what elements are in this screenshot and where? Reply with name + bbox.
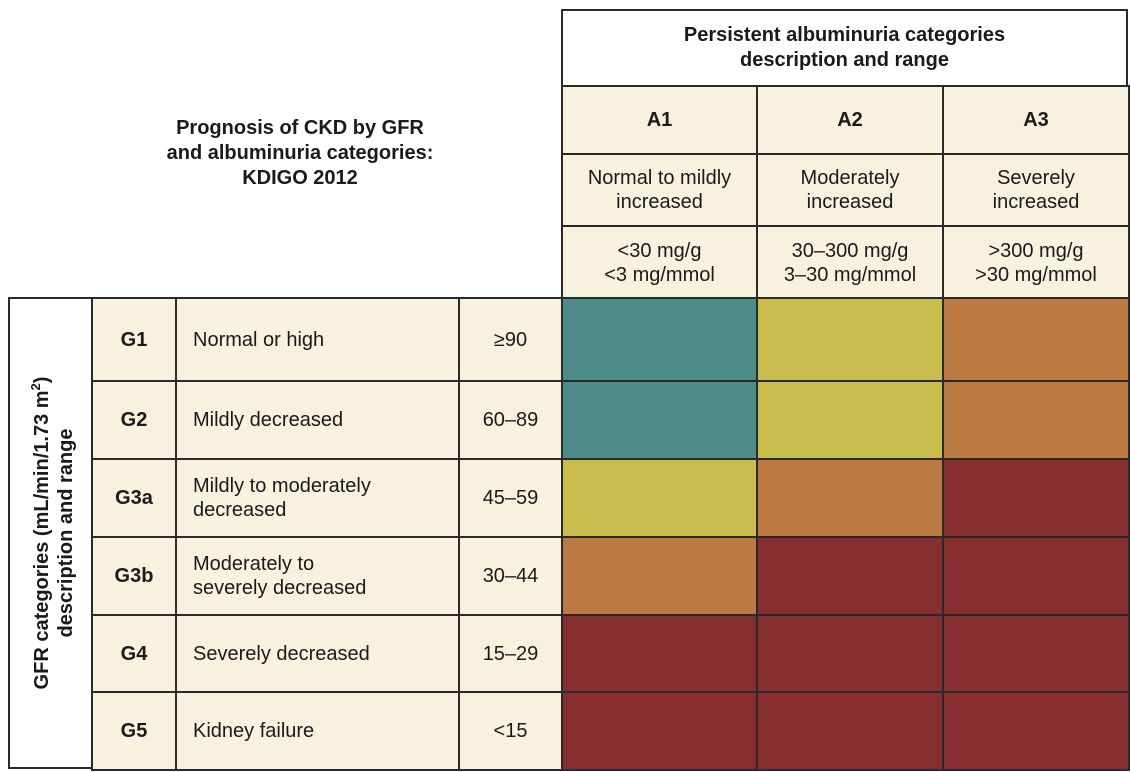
risk-cell (561, 691, 758, 771)
risk-cell (942, 536, 1130, 616)
gfr-header-line: description and range (54, 428, 77, 638)
row-code: G5 (91, 691, 177, 771)
risk-cell (561, 297, 758, 382)
row-description-line: Mildly decreased (193, 409, 344, 431)
gfr-header-text: GFR categories (mL/min/1.73 m2) descript… (24, 377, 78, 690)
risk-cell (756, 458, 944, 538)
column-range-line: <3 mg/mmol (604, 264, 715, 286)
risk-cell (561, 380, 758, 460)
row-description: Severely decreased (175, 614, 460, 693)
column-description-line: Severely (997, 167, 1075, 189)
albuminuria-header-line: description and range (740, 49, 949, 71)
risk-cell (756, 536, 944, 616)
column-description: Severely increased (942, 153, 1130, 227)
risk-cell (756, 380, 944, 460)
row-range: <15 (458, 691, 563, 771)
title-line: Prognosis of CKD by GFR (176, 117, 424, 139)
row-range: 30–44 (458, 536, 563, 616)
row-range: 60–89 (458, 380, 563, 460)
row-code: G3b (91, 536, 177, 616)
row-description: Kidney failure (175, 691, 460, 771)
risk-cell (942, 691, 1130, 771)
risk-cell (756, 297, 944, 382)
albuminuria-header: Persistent albuminuria categories descri… (561, 9, 1128, 87)
column-description-line: increased (616, 191, 703, 213)
column-description: Moderately increased (756, 153, 944, 227)
row-code: G2 (91, 380, 177, 460)
column-description-line: increased (992, 191, 1080, 213)
column-range: >300 mg/g >30 mg/mmol (942, 225, 1130, 301)
row-range: ≥90 (458, 297, 563, 382)
gfr-header-line: GFR categories (mL/min/1.73 m2) (27, 376, 53, 690)
row-code: G1 (91, 297, 177, 382)
column-range-line: <30 mg/g (617, 240, 702, 262)
column-description-line: Moderately (800, 167, 900, 189)
column-code: A2 (756, 85, 944, 155)
row-description: Normal or high (175, 297, 460, 382)
risk-cell (561, 536, 758, 616)
row-code: G4 (91, 614, 177, 693)
risk-cell (756, 691, 944, 771)
risk-cell (942, 380, 1130, 460)
column-range-line: 30–300 mg/g (791, 240, 909, 262)
risk-cell (561, 458, 758, 538)
albuminuria-header-line: Persistent albuminuria categories (683, 24, 1006, 46)
column-description: Normal to mildly increased (561, 153, 758, 227)
row-description-line: severely decreased (193, 577, 367, 599)
row-description-line: decreased (193, 499, 287, 521)
row-range: 15–29 (458, 614, 563, 693)
column-range-line: >30 mg/mmol (975, 264, 1097, 286)
chart-title: Prognosis of CKD by GFR and albuminuria … (120, 116, 480, 191)
column-range-line: 3–30 mg/mmol (783, 264, 917, 286)
risk-cell (942, 458, 1130, 538)
row-description: Moderately to severely decreased (175, 536, 460, 616)
row-description: Mildly decreased (175, 380, 460, 460)
risk-cell (942, 297, 1130, 382)
column-range-line: >300 mg/g (988, 240, 1084, 262)
column-range: <30 mg/g <3 mg/mmol (561, 225, 758, 301)
gfr-header: GFR categories (mL/min/1.73 m2) descript… (8, 297, 93, 769)
row-description-line: Mildly to moderately (193, 475, 371, 497)
column-code: A1 (561, 85, 758, 155)
title-line: KDIGO 2012 (242, 167, 358, 189)
column-description-line: increased (806, 191, 894, 213)
row-description-line: Moderately to (193, 553, 315, 575)
column-range: 30–300 mg/g 3–30 mg/mmol (756, 225, 944, 301)
column-code: A3 (942, 85, 1130, 155)
row-description-line: Kidney failure (193, 720, 315, 742)
row-range: 45–59 (458, 458, 563, 538)
risk-cell (561, 614, 758, 693)
column-description-line: Normal to mildly (587, 167, 732, 189)
risk-cell (942, 614, 1130, 693)
risk-cell (756, 614, 944, 693)
row-description-line: Normal or high (193, 328, 325, 351)
row-description-line: Severely decreased (193, 642, 370, 665)
title-line: and albuminuria categories: (166, 142, 434, 164)
row-description: Mildly to moderately decreased (175, 458, 460, 538)
row-code: G3a (91, 458, 177, 538)
